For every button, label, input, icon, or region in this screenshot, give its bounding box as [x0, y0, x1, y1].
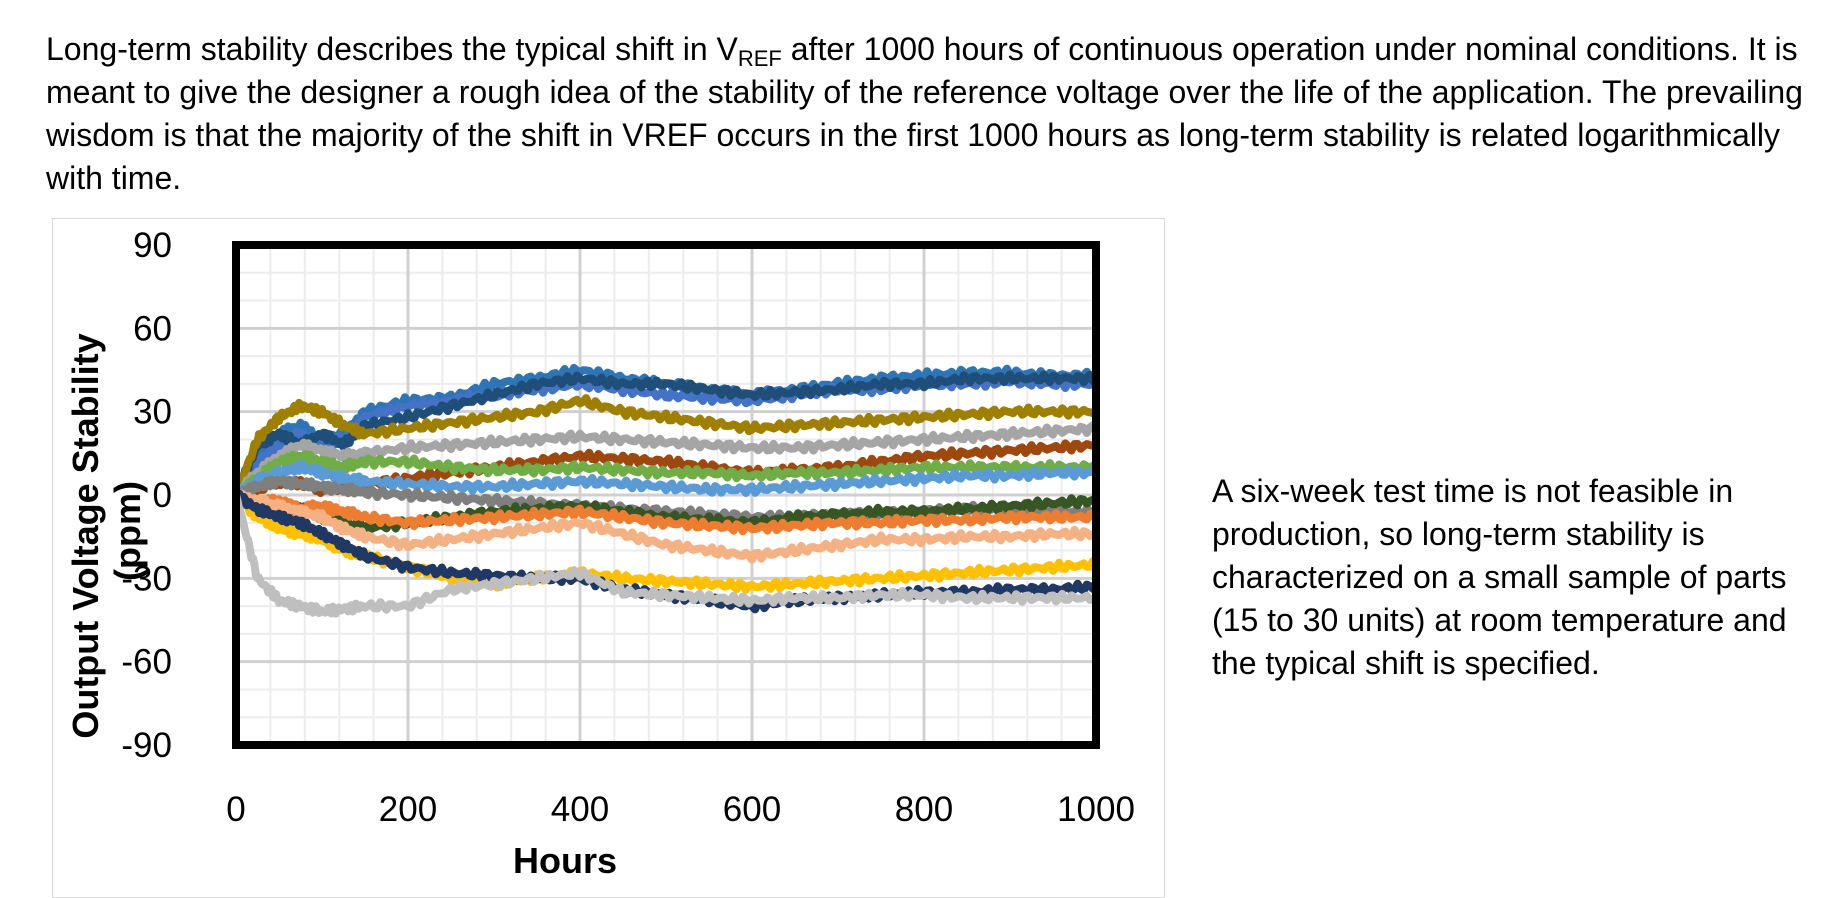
side-note: A six-week test time is not feasible in … — [1212, 473, 1787, 681]
y-tick-label: -30 — [121, 559, 172, 598]
x-axis-title: Hours — [513, 840, 617, 878]
x-tick-label: 800 — [895, 790, 953, 829]
series-line-15 — [232, 491, 1100, 618]
x-tick-label: 600 — [723, 790, 781, 829]
series-lines — [232, 363, 1100, 618]
x-tick-label: 1000 — [1057, 790, 1135, 829]
series-line-12 — [232, 488, 1100, 564]
intro-paragraph: Long-term stability describes the typica… — [46, 28, 1806, 200]
y-tick-label: -60 — [121, 643, 172, 682]
series-line-11 — [232, 490, 1100, 536]
y-axis-title-line1: Output Voltage Stability — [65, 333, 106, 738]
x-tick-label: 0 — [226, 790, 245, 829]
intro-text-after: after 1000 hours of continuous operation… — [46, 31, 1803, 196]
y-tick-label: 90 — [133, 226, 172, 265]
y-axis-title-line2: (ppm) — [107, 481, 148, 581]
y-tick-label: -90 — [121, 726, 172, 765]
series-line-7 — [232, 450, 1100, 499]
y-axis-title: Output Voltage Stability (ppm) — [65, 323, 148, 738]
plot-area-border — [232, 241, 1100, 749]
y-tick-label: 60 — [133, 309, 172, 348]
series-line-5 — [232, 421, 1100, 499]
series-line-3 — [232, 370, 1100, 499]
x-tick-label: 400 — [551, 790, 609, 829]
y-tick-label: 0 — [153, 476, 172, 515]
y-tick-label: 30 — [133, 393, 172, 432]
vref-subscript: REF — [737, 46, 782, 71]
x-tick-label: 200 — [379, 790, 437, 829]
x-axis-ticks: 0 200 400 600 800 1000 — [226, 790, 1135, 829]
series-line-8 — [232, 459, 1100, 502]
series-line-4 — [232, 394, 1100, 499]
intro-text-before: Long-term stability describes the typica… — [46, 31, 738, 67]
y-axis-ticks: 90 60 30 0 -30 -60 -90 — [121, 226, 172, 765]
stability-chart: 90 60 30 0 -30 -60 -90 0 200 400 600 800 1000 Outpu… — [65, 226, 1135, 878]
